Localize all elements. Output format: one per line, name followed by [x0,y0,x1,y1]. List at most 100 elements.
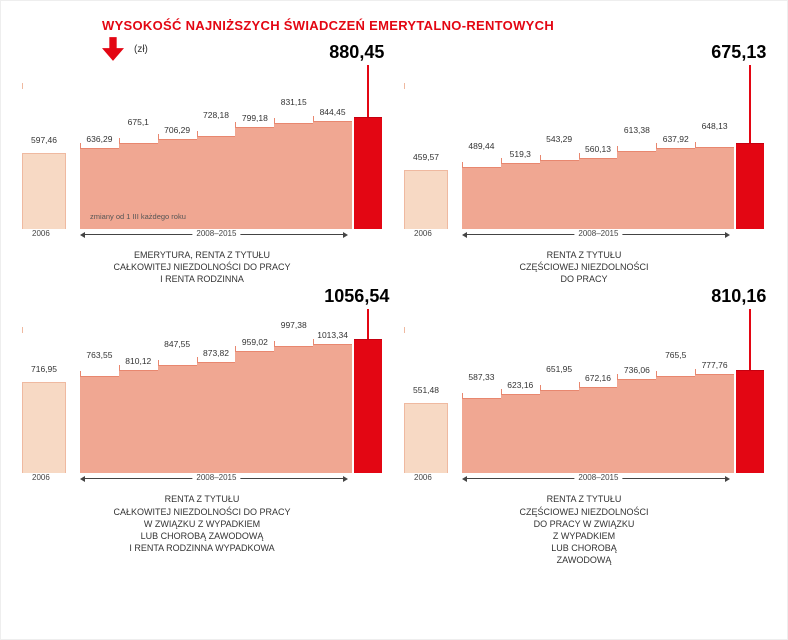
value-label: 543,29 [546,134,572,144]
bar: 543,29 [540,160,579,229]
x-axis: 2006 2008–2015 [22,473,382,491]
bars-row: 597,46636,29675,1706,29728,18799,18831,1… [22,89,382,229]
value-label: 763,55 [86,350,112,360]
bar: 648,13 [695,147,734,229]
bars-row: 551,48587,33623,16651,95672,16736,06765,… [404,333,764,473]
chart-caption: RENTA Z TYTUŁUCZĘŚCIOWEJ NIEZDOLNOŚCIDO … [404,249,764,285]
chart-area: 459,57 489,44519,3543,29560,13613,38637,9… [404,57,764,247]
value-label: 959,02 [242,337,268,347]
final-bar-stick [749,65,751,143]
chart-area: 716,95763,55810,12847,55873,82959,02997,… [22,301,382,491]
value-label: 587,33 [468,372,494,382]
caption-line: I RENTA RODZINNA WYPADKOWA [22,542,382,554]
value-label: 997,38 [281,320,307,330]
first-bar-group: 459,57 [404,89,448,229]
value-label: 844,45 [320,107,346,117]
unit-label: (zł) [134,44,148,55]
caption-line: Z WYPADKIEM [404,530,764,542]
caption-line: DO PRACY W ZWIĄZKU [404,518,764,530]
bar: 637,92 [656,148,695,229]
first-bar [404,170,448,229]
bar: 613,38 [617,151,656,229]
value-label: 651,95 [546,364,572,374]
first-bar [404,403,448,473]
final-bar: 810,16 [736,370,764,473]
final-bar: 675,13 [736,143,764,229]
xaxis-start-label: 2006 [32,473,50,482]
value-label: 636,29 [86,134,112,144]
xaxis-range-label: 2008–2015 [192,229,240,238]
final-value-label: 810,16 [711,286,766,307]
xaxis-range-label: 2008–2015 [574,229,622,238]
caption-line: CZĘŚCIOWEJ NIEZDOLNOŚCI [404,261,764,273]
final-bar-stick [749,309,751,370]
value-label: 489,44 [468,141,494,151]
header: WYSOKOŚĆ NAJNIŻSZYCH ŚWIADCZEŃ EMERYTALN… [102,18,776,33]
final-value-label: 1056,54 [324,286,389,307]
value-label: 1013,34 [317,330,348,340]
xaxis-start-label: 2006 [414,229,432,238]
final-bar: 1056,54 [354,339,382,473]
page-title: WYSOKOŚĆ NAJNIŻSZYCH ŚWIADCZEŃ EMERYTALN… [102,18,554,33]
caption-line: ZAWODOWĄ [404,554,764,566]
caption-line: CAŁKOWITEJ NIEZDOLNOŚCI DO PRACY [22,506,382,518]
x-axis: 2006 2008–2015 [404,473,764,491]
caption-line: RENTA Z TYTUŁU [404,493,764,505]
bar: 623,16 [501,394,540,473]
caption-line: LUB CHOROBĄ [404,542,764,554]
value-label: 623,16 [507,380,533,390]
value-label: 728,18 [203,110,229,120]
bar: 1013,34 [313,344,352,473]
bar: 587,33 [462,398,501,473]
caption-line: LUB CHOROBĄ ZAWODOWĄ [22,530,382,542]
caption-line: W ZWIĄZKU Z WYPADKIEM [22,518,382,530]
bar: 728,18 [197,136,236,229]
value-label: 873,82 [203,348,229,358]
value-label: 736,06 [624,365,650,375]
chart-panel: 551,48587,33623,16651,95672,16736,06765,… [404,301,764,566]
final-value-label: 880,45 [329,42,384,63]
value-label: 613,38 [624,125,650,135]
value-label: 810,12 [125,356,151,366]
chart-panel: 716,95763,55810,12847,55873,82959,02997,… [22,301,382,566]
final-bar-stick [367,309,369,339]
caption-line: RENTA Z TYTUŁU [22,493,382,505]
bar: 831,15 [274,123,313,229]
value-label: 459,57 [413,152,439,162]
first-bar [22,153,66,229]
bars-row: 459,57 489,44519,3543,29560,13613,38637,9… [404,89,764,229]
x-axis: 2006 2008–2015 [404,229,764,247]
bars-rest: 636,29675,1706,29728,18799,18831,15844,4… [80,89,382,229]
bar: 560,13 [579,158,618,229]
value-label: 675,1 [128,117,149,127]
bar: 489,44 [462,167,501,229]
xaxis-start-label: 2006 [414,473,432,482]
chart-caption: RENTA Z TYTUŁUCZĘŚCIOWEJ NIEZDOLNOŚCIDO … [404,493,764,566]
value-label: 831,15 [281,97,307,107]
bar: 672,16 [579,387,618,473]
caption-line: I RENTA RODZINNA [22,273,382,285]
x-axis: 20062008–2015 [22,229,382,247]
caption-line: CZĘŚCIOWEJ NIEZDOLNOŚCI [404,506,764,518]
caption-line: EMERYTURA, RENTA Z TYTUŁU [22,249,382,261]
bars-rest: 587,33623,16651,95672,16736,06765,5777,7… [462,333,764,473]
bar: 997,38 [274,346,313,473]
bars-row: 716,95763,55810,12847,55873,82959,02997,… [22,333,382,473]
bar: 799,18 [235,127,274,229]
value-label: 716,95 [31,364,57,374]
first-bar-group: 551,48 [404,333,448,473]
caption-line: CAŁKOWITEJ NIEZDOLNOŚCI DO PRACY [22,261,382,273]
value-label: 648,13 [702,121,728,131]
first-bar-group: 597,46 [22,89,66,229]
bars-rest: 489,44519,3543,29560,13613,38637,92648,1… [462,89,764,229]
bar: 873,82 [197,362,236,473]
value-label: 765,5 [665,350,686,360]
final-value-label: 675,13 [711,42,766,63]
final-bar-stick [367,65,369,117]
xaxis-range-label: 2008–2015 [574,473,622,482]
value-label: 551,48 [413,385,439,395]
xaxis-range-label: 2008–2015 [192,473,240,482]
bar: 736,06 [617,379,656,473]
chart-area: 551,48587,33623,16651,95672,16736,06765,… [404,301,764,491]
bar: 763,55 [80,376,119,473]
